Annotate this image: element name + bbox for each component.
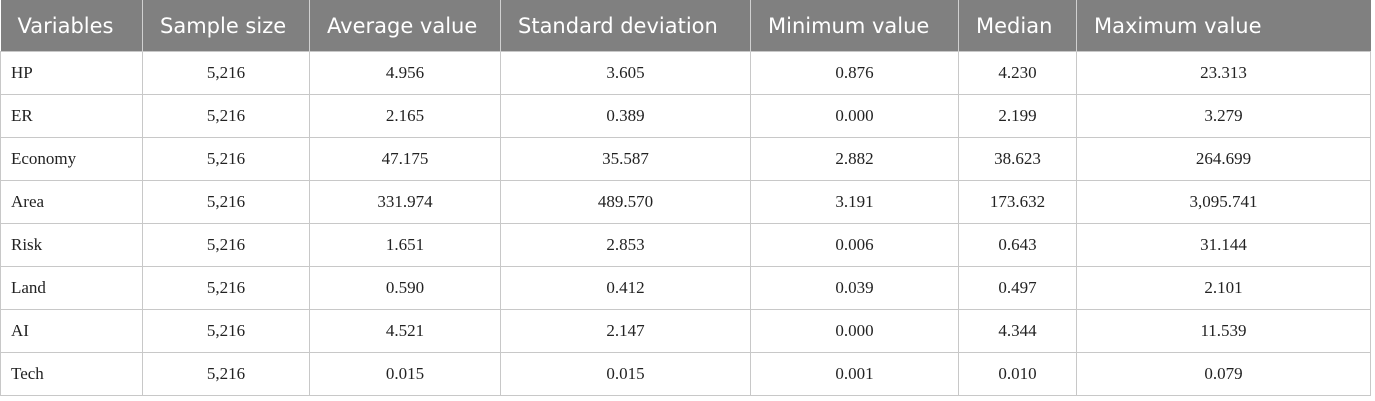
cell: 4.521	[309, 309, 501, 353]
cell: 31.144	[1076, 223, 1371, 267]
cell: 3,095.741	[1076, 180, 1371, 224]
cell: 5,216	[142, 180, 310, 224]
cell: 5,216	[142, 51, 310, 95]
cell: 0.010	[958, 352, 1077, 396]
header-cell: Median	[958, 0, 1077, 52]
cell: 0.412	[500, 266, 751, 310]
cell: 4.956	[309, 51, 501, 95]
header-cell: Standard deviation	[500, 0, 751, 52]
cell: 0.876	[750, 51, 959, 95]
cell: 0.000	[750, 94, 959, 138]
cell: 2.199	[958, 94, 1077, 138]
cell: 0.000	[750, 309, 959, 353]
row-label: Land	[0, 266, 143, 310]
cell: 489.570	[500, 180, 751, 224]
cell: 11.539	[1076, 309, 1371, 353]
cell: 331.974	[309, 180, 501, 224]
cell: 3.605	[500, 51, 751, 95]
table-row: AI 5,216 4.521 2.147 0.000 4.344 11.539	[0, 309, 1371, 353]
table-row: Area 5,216 331.974 489.570 3.191 173.632 3,095…	[0, 180, 1371, 224]
cell: 0.643	[958, 223, 1077, 267]
cell: 173.632	[958, 180, 1077, 224]
row-label: Economy	[0, 137, 143, 181]
cell: 2.147	[500, 309, 751, 353]
header-row: Variables Sample size Average value Standar…	[0, 0, 1371, 52]
cell: 0.001	[750, 352, 959, 396]
cell: 0.015	[309, 352, 501, 396]
cell: 1.651	[309, 223, 501, 267]
cell: 23.313	[1076, 51, 1371, 95]
table-body: HP 5,216 4.956 3.605 0.876 4.230 23.313 ER 5,216…	[0, 51, 1371, 396]
cell: 5,216	[142, 309, 310, 353]
cell: 3.279	[1076, 94, 1371, 138]
cell: 35.587	[500, 137, 751, 181]
row-label: Area	[0, 180, 143, 224]
table-row: Risk 5,216 1.651 2.853 0.006 0.643 31.144	[0, 223, 1371, 267]
cell: 0.590	[309, 266, 501, 310]
row-label: ER	[0, 94, 143, 138]
cell: 4.344	[958, 309, 1077, 353]
cell: 38.623	[958, 137, 1077, 181]
row-label: AI	[0, 309, 143, 353]
row-label: Tech	[0, 352, 143, 396]
cell: 0.015	[500, 352, 751, 396]
table-row: Tech 5,216 0.015 0.015 0.001 0.010 0.079	[0, 352, 1371, 396]
cell: 5,216	[142, 352, 310, 396]
cell: 4.230	[958, 51, 1077, 95]
cell: 5,216	[142, 266, 310, 310]
cell: 2.882	[750, 137, 959, 181]
header-cell: Maximum value	[1076, 0, 1371, 52]
cell: 2.853	[500, 223, 751, 267]
cell: 0.039	[750, 266, 959, 310]
table-row: Land 5,216 0.590 0.412 0.039 0.497 2.101	[0, 266, 1371, 310]
cell: 0.079	[1076, 352, 1371, 396]
cell: 5,216	[142, 94, 310, 138]
row-label: HP	[0, 51, 143, 95]
cell: 5,216	[142, 223, 310, 267]
table-row: HP 5,216 4.956 3.605 0.876 4.230 23.313	[0, 51, 1371, 95]
cell: 0.389	[500, 94, 751, 138]
cell: 0.497	[958, 266, 1077, 310]
cell: 264.699	[1076, 137, 1371, 181]
header-cell: Average value	[309, 0, 501, 52]
row-label: Risk	[0, 223, 143, 267]
table-row: Economy 5,216 47.175 35.587 2.882 38.623 264.6…	[0, 137, 1371, 181]
cell: 0.006	[750, 223, 959, 267]
header-cell: Sample size	[142, 0, 310, 52]
header-cell: Minimum value	[750, 0, 959, 52]
cell: 5,216	[142, 137, 310, 181]
cell: 47.175	[309, 137, 501, 181]
table-header: Variables Sample size Average value Standar…	[0, 0, 1371, 52]
cell: 2.165	[309, 94, 501, 138]
cell: 3.191	[750, 180, 959, 224]
table-row: ER 5,216 2.165 0.389 0.000 2.199 3.279	[0, 94, 1371, 138]
cell: 2.101	[1076, 266, 1371, 310]
header-cell: Variables	[0, 0, 143, 52]
